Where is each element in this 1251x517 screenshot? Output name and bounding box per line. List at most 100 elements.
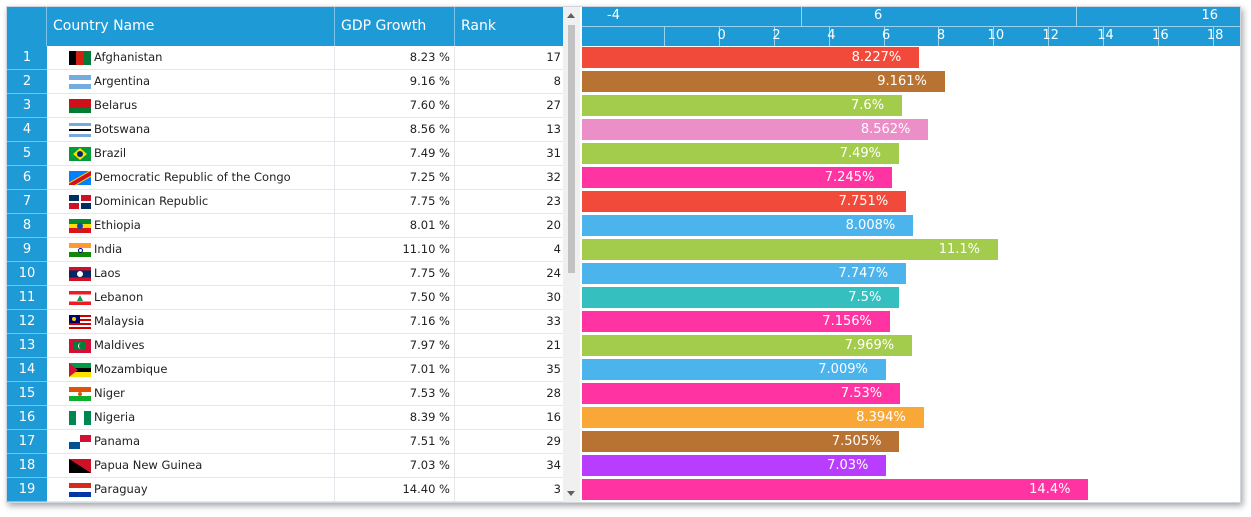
table-row[interactable]: 4 Botswana 8.56 % 13 xyxy=(7,118,564,142)
cell-gdp-growth[interactable]: 7.53 % xyxy=(335,382,455,406)
bar[interactable] xyxy=(582,47,920,68)
cell-country-name[interactable]: Niger xyxy=(47,382,335,406)
table-row[interactable]: 7 Dominican Republic 7.75 % 23 xyxy=(7,190,564,214)
cell-rank[interactable]: 8 xyxy=(455,70,564,94)
cell-rank[interactable]: 3 xyxy=(455,478,564,502)
row-number[interactable]: 16 xyxy=(7,406,47,430)
cell-country-name[interactable]: Belarus xyxy=(47,94,335,118)
column-header-rank[interactable]: Rank xyxy=(455,7,563,46)
cell-gdp-growth[interactable]: 7.03 % xyxy=(335,454,455,478)
cell-rank[interactable]: 29 xyxy=(455,430,564,454)
table-row[interactable]: 16 Nigeria 8.39 % 16 xyxy=(7,406,564,430)
cell-rank[interactable]: 17 xyxy=(455,46,564,70)
bar[interactable] xyxy=(582,359,886,380)
cell-rank[interactable]: 34 xyxy=(455,454,564,478)
table-row[interactable]: 8 Ethiopia 8.01 % 20 xyxy=(7,214,564,238)
cell-rank[interactable]: 4 xyxy=(455,238,564,262)
cell-country-name[interactable]: Mozambique xyxy=(47,358,335,382)
vertical-scrollbar[interactable] xyxy=(563,7,580,502)
row-number[interactable]: 13 xyxy=(7,334,47,358)
cell-gdp-growth[interactable]: 8.01 % xyxy=(335,214,455,238)
table-row[interactable]: 13 Maldives 7.97 % 21 xyxy=(7,334,564,358)
cell-country-name[interactable]: Democratic Republic of the Congo xyxy=(47,166,335,190)
table-row[interactable]: 3 Belarus 7.60 % 27 xyxy=(7,94,564,118)
cell-rank[interactable]: 23 xyxy=(455,190,564,214)
row-number[interactable]: 10 xyxy=(7,262,47,286)
cell-rank[interactable]: 31 xyxy=(455,142,564,166)
bar[interactable] xyxy=(582,407,924,428)
row-number[interactable]: 18 xyxy=(7,454,47,478)
table-row[interactable]: 18 Papua New Guinea 7.03 % 34 xyxy=(7,454,564,478)
row-number[interactable]: 9 xyxy=(7,238,47,262)
cell-country-name[interactable]: Maldives xyxy=(47,334,335,358)
cell-gdp-growth[interactable]: 7.97 % xyxy=(335,334,455,358)
cell-country-name[interactable]: Ethiopia xyxy=(47,214,335,238)
cell-gdp-growth[interactable]: 11.10 % xyxy=(335,238,455,262)
table-row[interactable]: 9 India 11.10 % 4 xyxy=(7,238,564,262)
row-number[interactable]: 6 xyxy=(7,166,47,190)
row-number[interactable]: 12 xyxy=(7,310,47,334)
cell-rank[interactable]: 32 xyxy=(455,166,564,190)
table-row[interactable]: 12 Malaysia 7.16 % 33 xyxy=(7,310,564,334)
bar[interactable] xyxy=(582,167,893,188)
cell-rank[interactable]: 30 xyxy=(455,286,564,310)
row-number[interactable]: 17 xyxy=(7,430,47,454)
cell-rank[interactable]: 33 xyxy=(455,310,564,334)
bar[interactable] xyxy=(582,215,914,236)
table-row[interactable]: 1 Afghanistan 8.23 % 17 xyxy=(7,46,564,70)
bar[interactable] xyxy=(582,119,929,140)
cell-country-name[interactable]: Laos xyxy=(47,262,335,286)
bar[interactable] xyxy=(582,263,907,284)
bar[interactable] xyxy=(582,287,900,308)
cell-country-name[interactable]: India xyxy=(47,238,335,262)
scrollbar-thumb[interactable] xyxy=(568,25,575,273)
table-row[interactable]: 15 Niger 7.53 % 28 xyxy=(7,382,564,406)
table-row[interactable]: 6 Democratic Republic of the Congo 7.25 % 3… xyxy=(7,166,564,190)
cell-gdp-growth[interactable]: 7.50 % xyxy=(335,286,455,310)
bar[interactable] xyxy=(582,455,887,476)
table-row[interactable]: 19 Paraguay 14.40 % 3 xyxy=(7,478,564,502)
row-number[interactable]: 2 xyxy=(7,70,47,94)
row-number[interactable]: 1 xyxy=(7,46,47,70)
cell-gdp-growth[interactable]: 7.51 % xyxy=(335,430,455,454)
cell-rank[interactable]: 13 xyxy=(455,118,564,142)
cell-rank[interactable]: 24 xyxy=(455,262,564,286)
row-number[interactable]: 14 xyxy=(7,358,47,382)
cell-country-name[interactable]: Malaysia xyxy=(47,310,335,334)
bar[interactable] xyxy=(582,335,913,356)
row-number[interactable]: 19 xyxy=(7,478,47,502)
bar[interactable] xyxy=(582,143,900,164)
cell-gdp-growth[interactable]: 7.75 % xyxy=(335,190,455,214)
cell-rank[interactable]: 16 xyxy=(455,406,564,430)
bar[interactable] xyxy=(582,311,890,332)
cell-gdp-growth[interactable]: 7.49 % xyxy=(335,142,455,166)
scroll-down-arrow-icon[interactable] xyxy=(567,491,575,496)
scroll-up-arrow-icon[interactable] xyxy=(567,13,575,18)
cell-rank[interactable]: 27 xyxy=(455,94,564,118)
cell-rank[interactable]: 28 xyxy=(455,382,564,406)
row-number[interactable]: 3 xyxy=(7,94,47,118)
cell-country-name[interactable]: Papua New Guinea xyxy=(47,454,335,478)
bar[interactable] xyxy=(582,479,1089,500)
cell-gdp-growth[interactable]: 9.16 % xyxy=(335,70,455,94)
cell-country-name[interactable]: Dominican Republic xyxy=(47,190,335,214)
cell-country-name[interactable]: Nigeria xyxy=(47,406,335,430)
table-row[interactable]: 11 Lebanon 7.50 % 30 xyxy=(7,286,564,310)
cell-rank[interactable]: 20 xyxy=(455,214,564,238)
cell-gdp-growth[interactable]: 8.23 % xyxy=(335,46,455,70)
column-header-country-name[interactable]: Country Name xyxy=(47,7,335,46)
table-row[interactable]: 17 Panama 7.51 % 29 xyxy=(7,430,564,454)
row-number[interactable]: 11 xyxy=(7,286,47,310)
row-number[interactable]: 8 xyxy=(7,214,47,238)
cell-country-name[interactable]: Brazil xyxy=(47,142,335,166)
table-row[interactable]: 2 Argentina 9.16 % 8 xyxy=(7,70,564,94)
cell-gdp-growth[interactable]: 7.60 % xyxy=(335,94,455,118)
row-number[interactable]: 5 xyxy=(7,142,47,166)
cell-country-name[interactable]: Botswana xyxy=(47,118,335,142)
cell-gdp-growth[interactable]: 7.16 % xyxy=(335,310,455,334)
cell-gdp-growth[interactable]: 7.25 % xyxy=(335,166,455,190)
column-header-gdp-growth[interactable]: GDP Growth xyxy=(335,7,455,46)
cell-country-name[interactable]: Lebanon xyxy=(47,286,335,310)
table-row[interactable]: 10 Laos 7.75 % 24 xyxy=(7,262,564,286)
row-number[interactable]: 7 xyxy=(7,190,47,214)
